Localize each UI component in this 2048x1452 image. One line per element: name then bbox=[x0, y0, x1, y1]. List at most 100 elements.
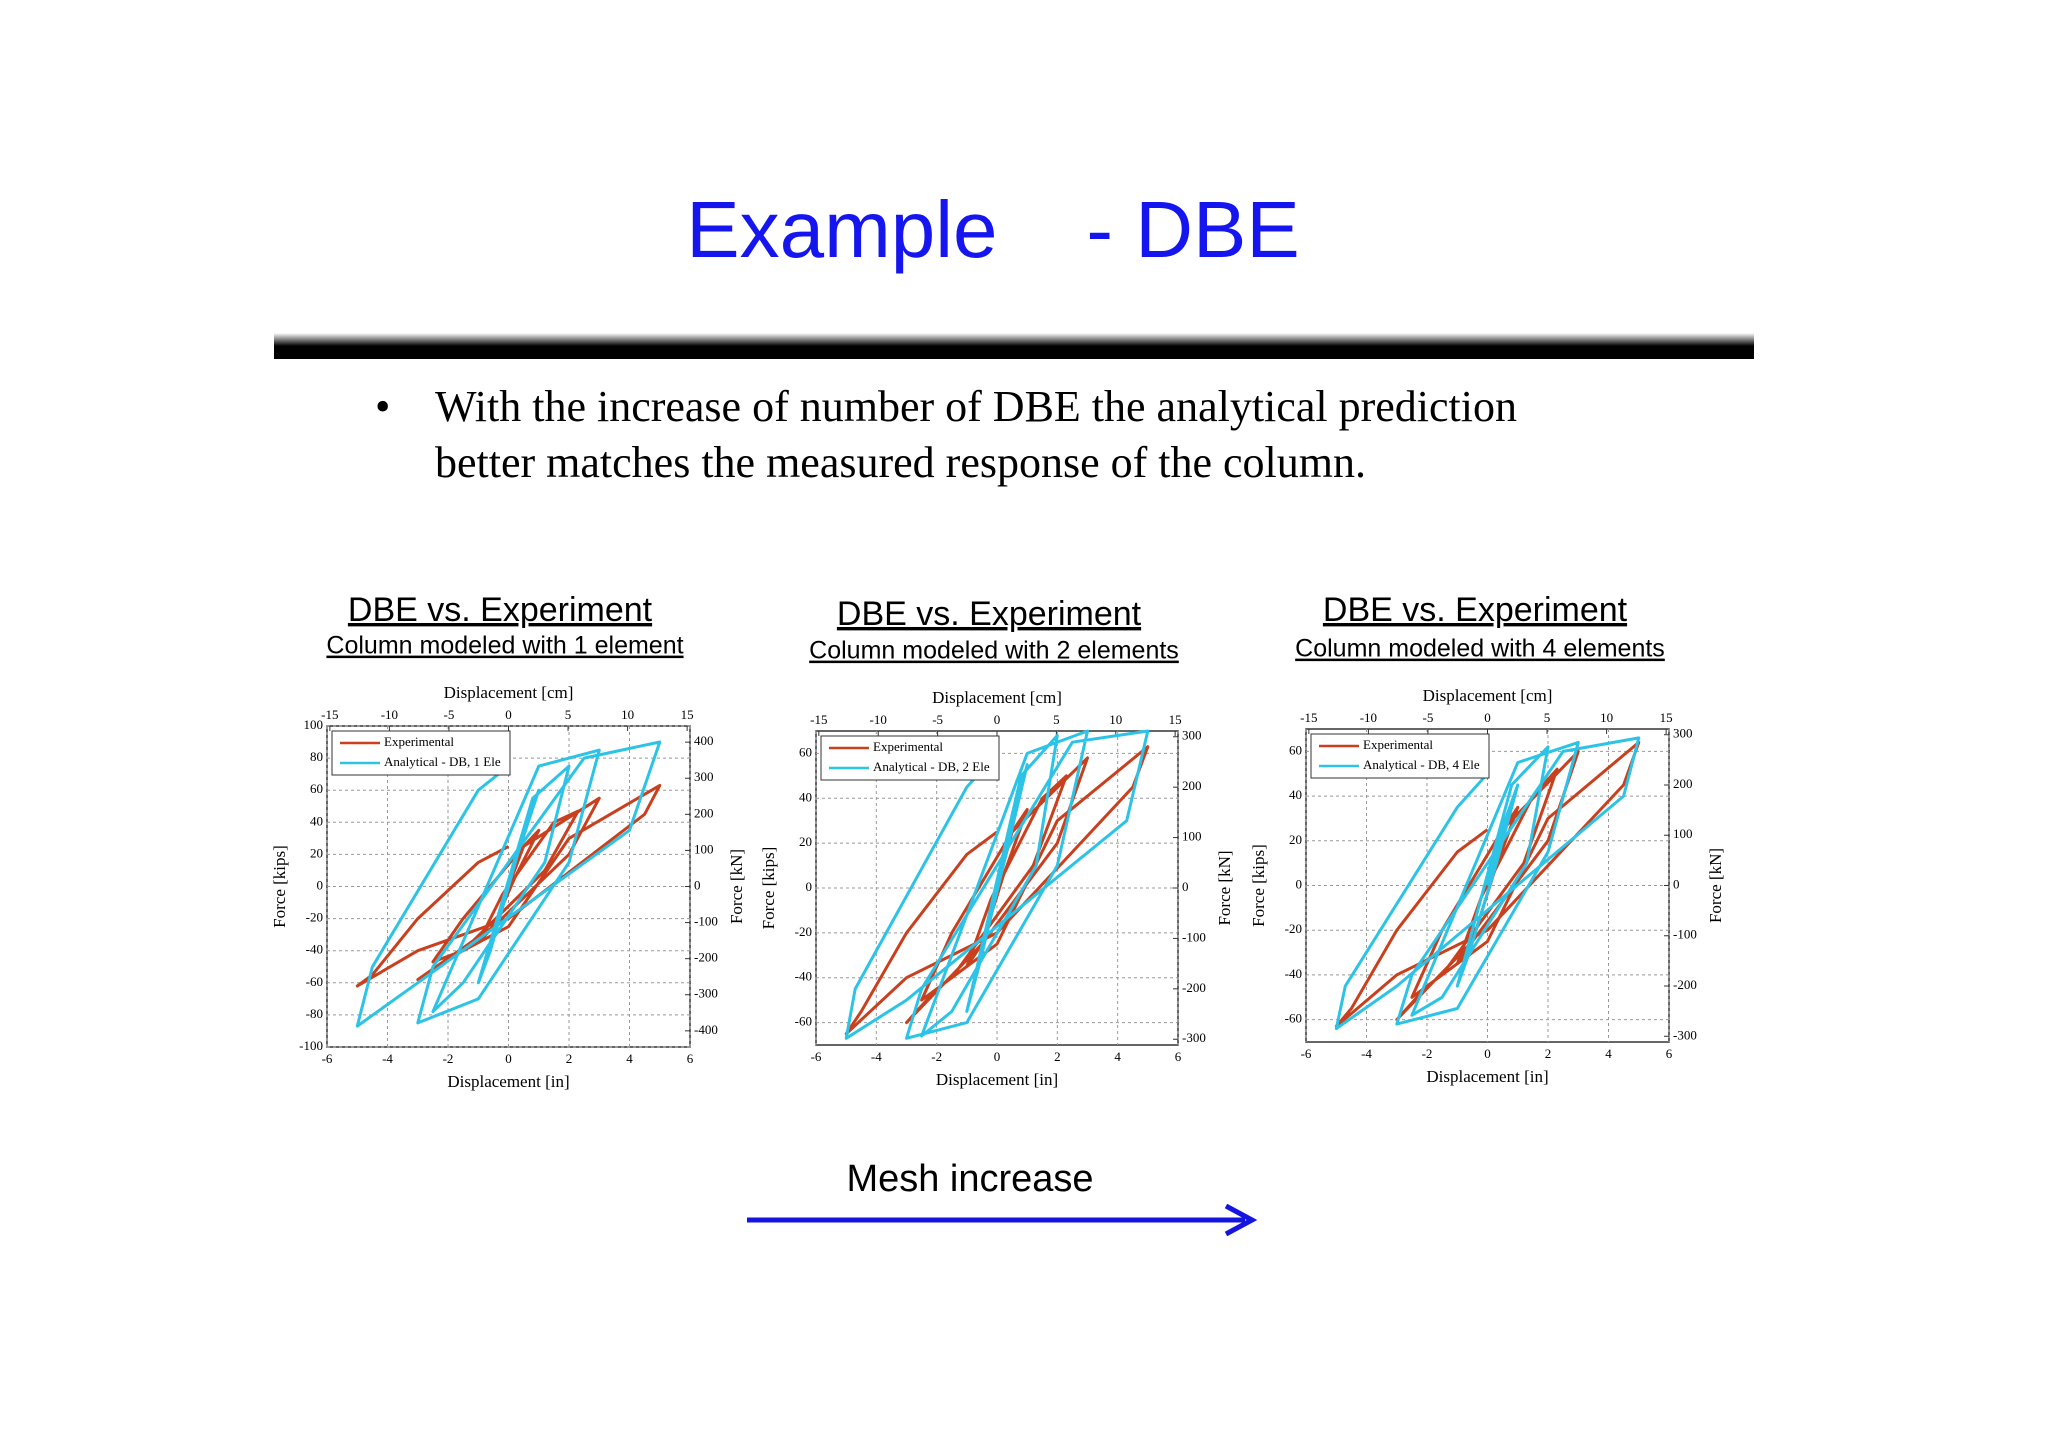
x-tick-label: 2 bbox=[1545, 1046, 1552, 1061]
x-tick-label: -2 bbox=[1422, 1046, 1433, 1061]
y-axis-label: Force [kips] bbox=[1249, 844, 1268, 927]
y-tick-label: 40 bbox=[310, 813, 323, 828]
y2-tick-label: 0 bbox=[694, 877, 701, 892]
slide-title: Example - DBE bbox=[686, 185, 1300, 274]
x2-tick-label: -15 bbox=[810, 712, 827, 727]
series-line bbox=[844, 729, 1150, 1040]
y2-tick-label: 100 bbox=[1182, 829, 1202, 844]
x-tick-label: 4 bbox=[626, 1051, 633, 1066]
x2-axis-label: Displacement [cm] bbox=[932, 688, 1062, 707]
x2-tick-label: 15 bbox=[1660, 710, 1673, 725]
legend-label: Experimental bbox=[873, 739, 943, 754]
x-tick-label: 4 bbox=[1605, 1046, 1612, 1061]
y-tick-label: 60 bbox=[310, 781, 323, 796]
y2-tick-label: -200 bbox=[694, 950, 718, 965]
y2-tick-label: 100 bbox=[694, 841, 714, 856]
y2-tick-label: -100 bbox=[694, 914, 718, 929]
y2-tick-label: 200 bbox=[1673, 776, 1693, 791]
y-tick-label: 0 bbox=[806, 879, 813, 894]
y2-tick-label: -100 bbox=[1182, 929, 1206, 944]
title-rule bbox=[274, 333, 1754, 359]
x-tick-label: -6 bbox=[1301, 1046, 1312, 1061]
bullet-text: better matches the measured response of … bbox=[435, 438, 1366, 487]
x-tick-label: 0 bbox=[994, 1049, 1001, 1064]
y2-tick-label: 400 bbox=[694, 733, 714, 748]
legend-label: Experimental bbox=[1363, 737, 1433, 752]
x2-tick-label: -15 bbox=[321, 707, 338, 722]
y-tick-label: -20 bbox=[306, 910, 323, 925]
x-tick-label: 6 bbox=[1175, 1049, 1182, 1064]
x2-tick-label: 5 bbox=[565, 707, 572, 722]
x-tick-label: 4 bbox=[1114, 1049, 1121, 1064]
y2-tick-label: -400 bbox=[694, 1022, 718, 1037]
x2-tick-label: 15 bbox=[681, 707, 694, 722]
x2-tick-label: -10 bbox=[870, 712, 887, 727]
x2-tick-label: -5 bbox=[444, 707, 455, 722]
y2-tick-label: -200 bbox=[1673, 977, 1697, 992]
x2-tick-label: -15 bbox=[1300, 710, 1317, 725]
y2-tick-label: -200 bbox=[1182, 980, 1206, 995]
x-tick-label: -6 bbox=[322, 1051, 333, 1066]
x-tick-label: -6 bbox=[811, 1049, 822, 1064]
chart-subtitle: Column modeled with 4 elements bbox=[1295, 635, 1665, 663]
x-tick-label: 0 bbox=[1484, 1046, 1491, 1061]
y-tick-label: 0 bbox=[1296, 876, 1303, 891]
arrow-head bbox=[1224, 1203, 1258, 1237]
y-tick-label: 80 bbox=[310, 749, 323, 764]
bullet-marker: • bbox=[375, 382, 390, 431]
x-tick-label: -4 bbox=[871, 1049, 882, 1064]
y2-tick-label: 200 bbox=[1182, 778, 1202, 793]
legend-label: Analytical - DB, 1 Ele bbox=[384, 754, 501, 769]
x-tick-label: 0 bbox=[505, 1051, 512, 1066]
chart-subtitle: Column modeled with 1 element bbox=[326, 632, 683, 660]
x2-tick-label: 0 bbox=[505, 707, 512, 722]
y2-tick-label: -300 bbox=[694, 986, 718, 1001]
x-tick-label: 2 bbox=[566, 1051, 573, 1066]
bullet-text: With the increase of number of DBE the a… bbox=[435, 382, 1517, 431]
x2-tick-label: 5 bbox=[1544, 710, 1551, 725]
chart-title: DBE vs. Experiment bbox=[1323, 591, 1628, 629]
y-tick-label: 40 bbox=[1289, 787, 1302, 802]
x2-tick-label: 10 bbox=[1600, 710, 1613, 725]
y-tick-label: -80 bbox=[306, 1006, 323, 1021]
y-tick-label: -20 bbox=[1285, 921, 1302, 936]
series-line bbox=[1334, 736, 1641, 1031]
x-axis-label: Displacement [in] bbox=[1426, 1067, 1548, 1086]
chart-title: DBE vs. Experiment bbox=[837, 595, 1142, 633]
y-tick-label: -60 bbox=[795, 1014, 812, 1029]
legend-label: Analytical - DB, 4 Ele bbox=[1363, 757, 1480, 772]
y-tick-label: 100 bbox=[304, 717, 324, 732]
x2-tick-label: 5 bbox=[1053, 712, 1060, 727]
y2-tick-label: 100 bbox=[1673, 826, 1693, 841]
y-tick-label: -60 bbox=[306, 974, 323, 989]
y-tick-label: 0 bbox=[317, 877, 324, 892]
y2-tick-label: -300 bbox=[1182, 1030, 1206, 1045]
y2-tick-label: 0 bbox=[1182, 879, 1189, 894]
x-tick-label: 6 bbox=[687, 1051, 694, 1066]
x-tick-label: -4 bbox=[382, 1051, 393, 1066]
legend-box bbox=[1310, 733, 1490, 779]
y-tick-label: -100 bbox=[299, 1038, 323, 1053]
legend-label: Experimental bbox=[384, 734, 454, 749]
y-tick-label: -40 bbox=[795, 969, 812, 984]
x2-axis-label: Displacement [cm] bbox=[444, 683, 574, 702]
x-tick-label: 6 bbox=[1666, 1046, 1673, 1061]
y2-tick-label: 300 bbox=[1182, 728, 1202, 743]
y-tick-label: -60 bbox=[1285, 1011, 1302, 1026]
x-axis-label: Displacement [in] bbox=[936, 1070, 1058, 1089]
y-axis-label: Force [kips] bbox=[270, 845, 289, 928]
y-tick-label: 20 bbox=[799, 834, 812, 849]
x-tick-label: -2 bbox=[931, 1049, 942, 1064]
x-tick-label: 2 bbox=[1054, 1049, 1061, 1064]
y-tick-label: 40 bbox=[799, 789, 812, 804]
y-tick-label: 20 bbox=[310, 845, 323, 860]
x2-tick-label: -5 bbox=[932, 712, 943, 727]
x-tick-label: -4 bbox=[1361, 1046, 1372, 1061]
x2-tick-label: 0 bbox=[1484, 710, 1491, 725]
y-tick-label: 60 bbox=[799, 744, 812, 759]
x2-axis-label: Displacement [cm] bbox=[1423, 686, 1553, 705]
legend-label: Analytical - DB, 2 Ele bbox=[873, 759, 990, 774]
arrow-label: Mesh increase bbox=[846, 1158, 1093, 1200]
x2-tick-label: 0 bbox=[994, 712, 1001, 727]
